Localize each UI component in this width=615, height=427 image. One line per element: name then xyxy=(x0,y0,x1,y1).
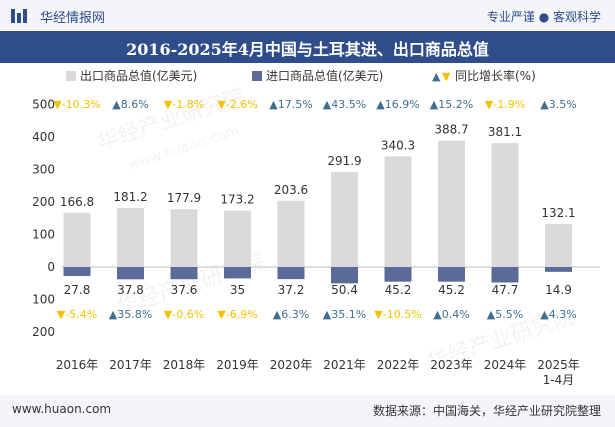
x-category-label: 2019年 xyxy=(216,358,259,372)
export-bar xyxy=(545,224,572,267)
import-bar xyxy=(63,267,91,277)
brand-logo-icon xyxy=(11,9,27,23)
y-tick-label: 200 xyxy=(32,325,55,339)
import-bar xyxy=(438,267,465,282)
legend-swatch-import xyxy=(252,71,262,81)
import-value-label: 45.2 xyxy=(438,283,465,297)
export-growth-label: ▲15.2% xyxy=(430,98,473,111)
import-bar xyxy=(117,267,144,280)
export-growth-label: ▼-1.9% xyxy=(485,98,525,111)
import-growth-label: ▲35.8% xyxy=(109,308,152,321)
export-value-label: 291.9 xyxy=(327,154,361,168)
export-bar xyxy=(384,156,412,267)
export-bar xyxy=(117,208,144,267)
export-bar xyxy=(170,209,198,267)
x-category-label: 2025年 1-4月 xyxy=(537,358,580,387)
import-growth-label: ▼-0.6% xyxy=(164,308,204,321)
import-growth-label: ▲4.3% xyxy=(540,308,576,321)
import-bar xyxy=(384,267,412,282)
export-value-label: 388.7 xyxy=(434,123,468,137)
legend-label-export: 出口商品总值(亿美元) xyxy=(80,68,197,83)
legend-label-growth: 同比增长率(%) xyxy=(455,68,536,83)
import-value-label: 37.6 xyxy=(171,283,198,297)
import-bar xyxy=(331,267,358,284)
footer-bar xyxy=(0,395,615,427)
y-tick-label: 500 xyxy=(32,98,55,112)
title-band xyxy=(0,31,615,63)
import-value-label: 35 xyxy=(230,283,245,297)
export-bar xyxy=(491,143,519,267)
x-category-label: 2024年 xyxy=(484,358,527,372)
y-tick-label: 200 xyxy=(32,195,55,209)
import-bar xyxy=(170,267,198,280)
x-category-label: 2017年 xyxy=(109,358,152,372)
x-category-label: 2023年 xyxy=(430,358,473,372)
export-growth-label: ▲8.6% xyxy=(112,98,148,111)
x-category-label: 2021年 xyxy=(323,358,366,372)
export-growth-label: ▲16.9% xyxy=(376,98,419,111)
legend-up-icon: ▲ xyxy=(432,70,441,83)
import-bar xyxy=(277,267,305,280)
export-bar xyxy=(277,200,305,267)
export-growth-label: ▼-10.3% xyxy=(53,98,100,111)
legend-swatch-export xyxy=(66,71,76,81)
footer-url: www.huaon.com xyxy=(12,402,112,416)
import-growth-label: ▲35.1% xyxy=(323,308,366,321)
export-bar xyxy=(331,172,358,267)
import-bar xyxy=(491,267,519,283)
x-category-label: 2022年 xyxy=(377,358,420,372)
import-growth-label: ▼-10.5% xyxy=(374,308,421,321)
y-tick-label: 400 xyxy=(32,130,55,144)
import-bar xyxy=(224,267,251,279)
tagline: 专业严谨 ● 客观科学 xyxy=(486,10,601,24)
export-growth-label: ▲3.5% xyxy=(540,98,576,111)
import-growth-label: ▼-6.9% xyxy=(217,308,257,321)
export-value-label: 173.2 xyxy=(220,193,254,207)
export-value-label: 166.8 xyxy=(60,195,94,209)
import-growth-label: ▼-5.4% xyxy=(57,308,97,321)
import-growth-label: ▲0.4% xyxy=(433,308,469,321)
import-value-label: 50.4 xyxy=(331,283,358,297)
import-value-label: 45.2 xyxy=(385,283,412,297)
x-category-label: 2018年 xyxy=(163,358,206,372)
chart-title: 2016-2025年4月中国与土耳其进、出口商品总值 xyxy=(126,40,489,59)
x-category-label: 2020年 xyxy=(270,358,313,372)
legend-label-import: 进口商品总值(亿美元) xyxy=(266,68,383,83)
import-value-label: 37.2 xyxy=(278,283,305,297)
data-source: 数据来源：中国海关，华经产业研究院整理 xyxy=(372,404,601,418)
import-value-label: 47.7 xyxy=(492,283,519,297)
y-tick-label: 100 xyxy=(32,228,55,242)
y-tick-label: 300 xyxy=(32,163,55,177)
export-growth-label: ▼-1.8% xyxy=(164,98,204,111)
import-growth-label: ▲6.3% xyxy=(273,308,309,321)
import-value-label: 37.8 xyxy=(117,283,144,297)
import-growth-label: ▲5.5% xyxy=(487,308,523,321)
brand-name: 华经情报网 xyxy=(40,11,106,26)
export-bar xyxy=(224,210,251,267)
y-tick-label: 0 xyxy=(47,260,55,274)
export-value-label: 381.1 xyxy=(488,125,522,139)
import-bar xyxy=(545,267,572,272)
export-value-label: 203.6 xyxy=(274,183,308,197)
export-bar xyxy=(63,212,91,267)
y-tick-label: 100 xyxy=(32,293,55,307)
export-bar xyxy=(438,140,465,267)
import-value-label: 14.9 xyxy=(545,283,572,297)
export-value-label: 132.1 xyxy=(541,206,575,220)
export-growth-label: ▼-2.6% xyxy=(217,98,257,111)
top-bar xyxy=(0,0,615,31)
export-value-label: 340.3 xyxy=(381,138,415,152)
chart: 华经产业研究院www.huaon.com华经产业研究院华经产业研究院500400… xyxy=(32,68,600,387)
export-growth-label: ▲17.5% xyxy=(269,98,312,111)
legend-down-icon: ▼ xyxy=(442,70,451,83)
x-category-label: 2016年 xyxy=(56,358,99,372)
import-value-label: 27.8 xyxy=(64,283,91,297)
export-value-label: 181.2 xyxy=(113,190,147,204)
export-growth-label: ▲43.5% xyxy=(323,98,366,111)
export-value-label: 177.9 xyxy=(167,191,201,205)
